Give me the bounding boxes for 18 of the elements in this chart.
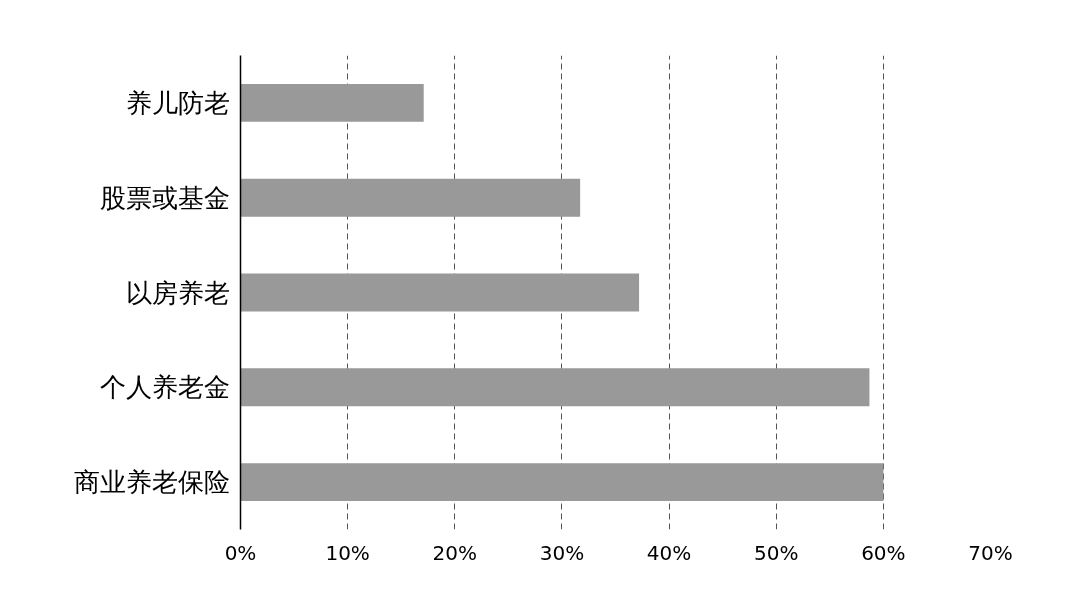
bar xyxy=(240,83,424,122)
x-tick-label: 0% xyxy=(224,540,257,565)
x-tick-label: 40% xyxy=(646,540,692,565)
x-tick-label: 10% xyxy=(325,540,370,565)
y-tick-label: 股票或基金 xyxy=(99,182,230,213)
bar xyxy=(240,178,581,217)
x-tick-label: 20% xyxy=(432,540,478,565)
y-tick-label: 个人养老金 xyxy=(99,372,230,403)
bar xyxy=(240,463,884,502)
x-tick-label: 60% xyxy=(861,540,906,565)
y-tick-label: 商业养老保险 xyxy=(73,467,230,498)
x-tick-label: 30% xyxy=(539,540,585,565)
bar xyxy=(240,368,870,407)
bar xyxy=(240,273,640,312)
x-tick-label: 70% xyxy=(968,540,1013,565)
y-tick-label: 以房养老 xyxy=(125,277,230,308)
x-tick-label: 50% xyxy=(753,540,799,565)
y-tick-label: 养儿防老 xyxy=(125,87,230,118)
